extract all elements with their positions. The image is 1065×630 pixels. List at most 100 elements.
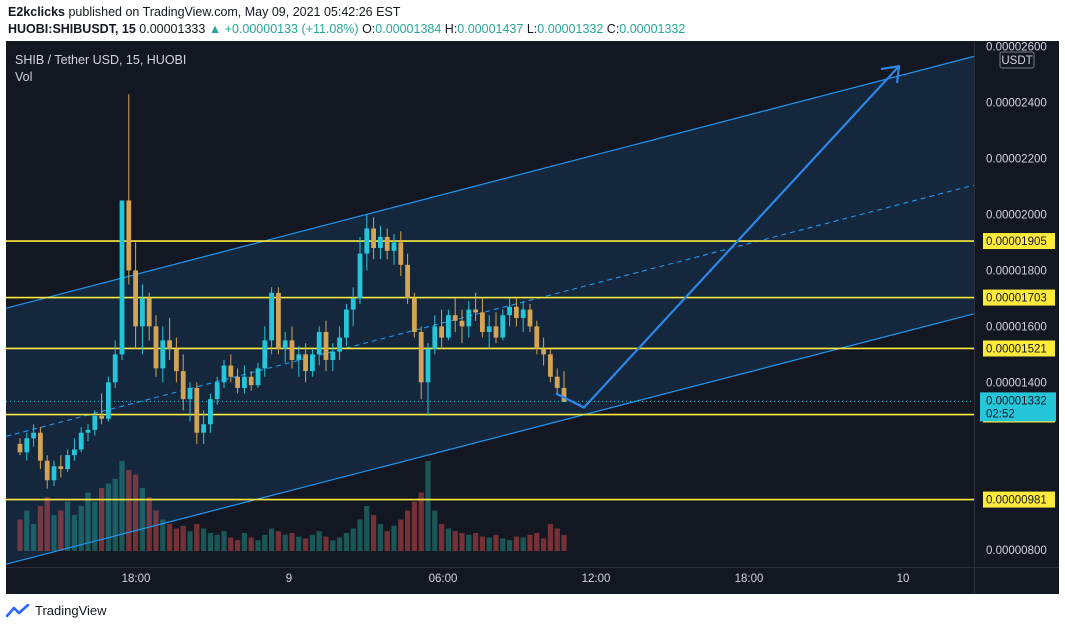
- volume-bar: [99, 488, 105, 551]
- arrow-head-icon: [880, 64, 901, 84]
- volume-bar: [112, 479, 118, 551]
- candle-body: [371, 228, 376, 249]
- volume-bar: [221, 531, 227, 551]
- volume-bar: [513, 536, 519, 551]
- candle-body: [119, 200, 125, 355]
- currency-label: USDT: [1001, 55, 1032, 67]
- volume-bar: [173, 528, 179, 551]
- volume-bar: [37, 506, 43, 551]
- candle-body: [146, 298, 152, 327]
- volume-legend-label: Vol: [15, 70, 33, 84]
- candle-body: [480, 312, 485, 332]
- candle-body: [466, 309, 472, 327]
- level-price-tag: [983, 340, 1055, 357]
- volume-bar: [343, 533, 349, 551]
- volume-bar: [262, 534, 268, 551]
- candle-body: [228, 365, 234, 377]
- volume-bar: [459, 533, 465, 551]
- bar-countdown-label: 02:52: [986, 408, 1015, 420]
- channel-median-line: [6, 184, 975, 437]
- volume-bar: [180, 525, 186, 551]
- volume-bar: [194, 524, 200, 551]
- candle-body: [208, 399, 213, 425]
- volume-bar: [330, 540, 336, 551]
- price-tick-label: 0.00002200: [986, 154, 1047, 166]
- candle-body: [92, 415, 98, 430]
- candle-body: [398, 242, 404, 265]
- symbol-label: HUOBI:SHIBUSDT, 15: [8, 22, 136, 36]
- volume-bar: [24, 510, 30, 551]
- candle-body: [507, 306, 512, 316]
- price-tick-label: 0.00001600: [986, 321, 1047, 333]
- publish-header: E2kclicks published on TradingView.com, …: [8, 5, 400, 19]
- volume-bar: [357, 519, 363, 551]
- author-name[interactable]: E2kclicks: [8, 5, 65, 19]
- candle-body: [452, 315, 458, 321]
- volume-bar: [547, 524, 553, 551]
- price-tick-label: 0.00002000: [986, 209, 1047, 221]
- volume-bar: [500, 538, 506, 551]
- volume-bar: [303, 538, 309, 551]
- candle-body: [201, 424, 206, 433]
- channel-lower-line: [6, 313, 975, 565]
- candle-body: [493, 326, 499, 338]
- volume-bar: [282, 534, 288, 551]
- volume-bar: [289, 533, 295, 551]
- volume-bar: [473, 533, 479, 551]
- volume-bar: [51, 515, 57, 551]
- channel-fill: [6, 56, 974, 565]
- candle-body: [350, 298, 356, 310]
- volume-bar: [207, 533, 213, 551]
- candle-body: [276, 292, 281, 349]
- candle-body: [473, 309, 478, 313]
- volume-bar: [296, 536, 302, 551]
- level-price-tag: [983, 491, 1055, 508]
- volume-bar: [44, 497, 50, 551]
- candle-body: [548, 354, 553, 377]
- volume-bar: [541, 538, 547, 551]
- level-price-label: 0.00001905: [986, 236, 1047, 248]
- time-tick-label: 10: [897, 573, 910, 585]
- candle-body: [316, 331, 322, 355]
- volume-bar: [445, 528, 451, 551]
- volume-bar: [255, 540, 261, 551]
- level-price-label: 0.00000981: [986, 495, 1047, 507]
- candle-body: [72, 449, 77, 456]
- candle-body: [106, 382, 111, 419]
- candle-body: [167, 340, 172, 349]
- volume-bar: [201, 528, 207, 551]
- price-chart[interactable]: 0.00002600 0.00002400 0.00002200 0.00002000…: [6, 41, 1059, 594]
- level-price-tag: [983, 289, 1055, 306]
- candle-body: [242, 376, 247, 388]
- candle-body: [486, 326, 492, 332]
- tradingview-footer[interactable]: TradingView: [6, 603, 107, 618]
- chart-panel[interactable]: 0.00002600 0.00002400 0.00002200 0.00002000…: [6, 41, 1059, 594]
- low-value: 0.00001332: [537, 22, 604, 36]
- channel-upper-line: [6, 55, 975, 309]
- volume-bar: [71, 515, 77, 551]
- candle-body: [85, 429, 91, 433]
- volume-bar: [17, 519, 23, 551]
- candle-body: [520, 309, 526, 318]
- volume-bar: [405, 510, 411, 551]
- volume-bar: [527, 534, 533, 551]
- candle-body: [446, 315, 451, 338]
- candle-body: [330, 351, 336, 360]
- volume-bar: [364, 506, 370, 551]
- candle-body: [65, 455, 70, 470]
- close-value: 0.00001332: [619, 22, 686, 36]
- candle-body: [561, 387, 567, 402]
- candle-body: [248, 376, 254, 386]
- volume-bar: [214, 534, 220, 551]
- candle-body: [17, 443, 23, 453]
- volume-bar: [439, 524, 445, 551]
- price-tick-label: 0.00000800: [986, 545, 1047, 557]
- candle-body: [357, 253, 363, 299]
- volume-bar: [384, 531, 390, 551]
- tradingview-logo-icon: [6, 603, 30, 617]
- candle-body: [459, 320, 465, 327]
- candle-body: [221, 365, 227, 383]
- candle-body: [554, 376, 560, 388]
- projection-path: [555, 65, 900, 409]
- low-label: L:: [526, 22, 538, 36]
